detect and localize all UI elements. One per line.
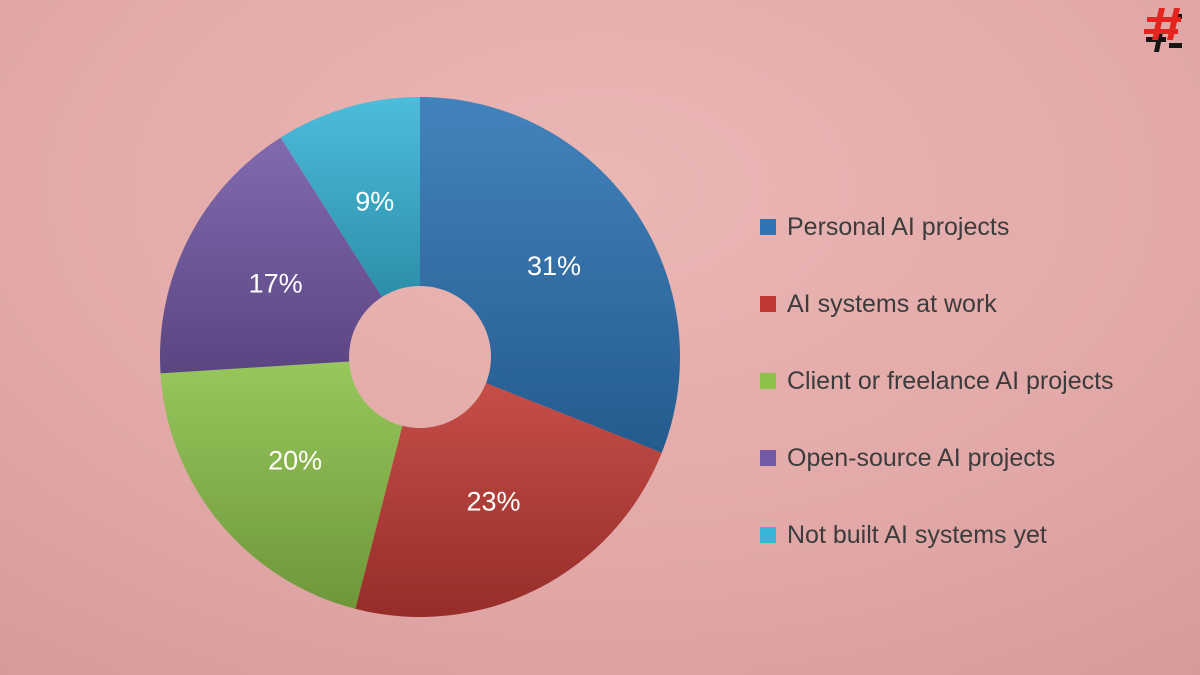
slice-label-0: 31% [527, 251, 581, 281]
legend: Personal AI projects AI systems at work Cl… [760, 212, 1114, 550]
legend-swatch-2 [760, 373, 776, 389]
legend-item-0: Personal AI projects [760, 212, 1114, 242]
slice-label-2: 20% [268, 445, 322, 475]
legend-item-3: Open-source AI projects [760, 443, 1114, 473]
pie-slice-3 [160, 137, 382, 374]
pie-slice-0 [420, 97, 680, 453]
pie-slice-2 [160, 361, 403, 609]
legend-label-4: Not built AI systems yet [787, 520, 1047, 549]
pie-slice-1 [355, 383, 662, 617]
legend-label-1: AI systems at work [787, 289, 997, 318]
slice-label-1: 23% [467, 486, 521, 516]
legend-label-2: Client or freelance AI projects [787, 366, 1114, 395]
legend-label-3: Open-source AI projects [787, 443, 1056, 472]
legend-item-4: Not built AI systems yet [760, 520, 1114, 550]
pie-slice-4 [280, 97, 420, 298]
legend-item-1: AI systems at work [760, 289, 1114, 319]
slice-label-4: 9% [355, 186, 394, 216]
glitch-hashtag-logo-icon [1144, 8, 1182, 52]
legend-swatch-3 [760, 450, 776, 466]
legend-swatch-4 [760, 527, 776, 543]
legend-label-0: Personal AI projects [787, 212, 1010, 241]
legend-swatch-1 [760, 296, 776, 312]
legend-swatch-0 [760, 219, 776, 235]
legend-item-2: Client or freelance AI projects [760, 366, 1114, 396]
slice-label-3: 17% [249, 268, 303, 298]
